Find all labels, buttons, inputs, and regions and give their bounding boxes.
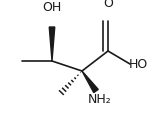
Text: OH: OH bbox=[42, 1, 62, 14]
Polygon shape bbox=[49, 28, 55, 61]
Text: NH₂: NH₂ bbox=[88, 92, 112, 105]
Text: O: O bbox=[103, 0, 113, 10]
Polygon shape bbox=[82, 71, 98, 93]
Text: HO: HO bbox=[129, 58, 148, 71]
